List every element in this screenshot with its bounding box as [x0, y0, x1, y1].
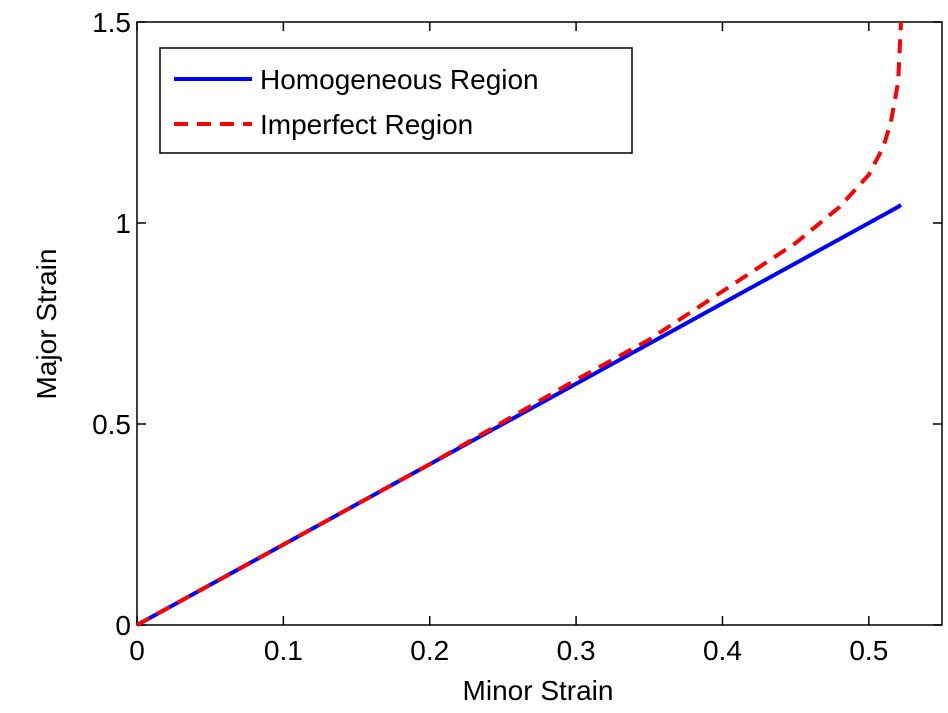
y-tick-label: 0.5: [92, 409, 131, 440]
legend-label: Homogeneous Region: [260, 64, 539, 95]
x-tick-label: 0.3: [557, 635, 596, 666]
y-tick-label: 0: [115, 610, 131, 641]
x-tick-label: 0.4: [703, 635, 742, 666]
legend-box: [159, 47, 633, 154]
legend-label: Imperfect Region: [260, 109, 473, 140]
x-axis-label: Minor Strain: [463, 675, 614, 706]
y-tick-label: 1: [115, 208, 131, 239]
x-tick-label: 0: [129, 635, 145, 666]
y-axis-label: Major Strain: [31, 249, 62, 400]
series-line: [136, 21, 904, 627]
y-tick-label: 1.5: [92, 7, 131, 38]
x-tick-label: 0.5: [849, 635, 888, 666]
x-tick-label: 0.2: [410, 635, 449, 666]
x-tick-label: 0.1: [264, 635, 303, 666]
